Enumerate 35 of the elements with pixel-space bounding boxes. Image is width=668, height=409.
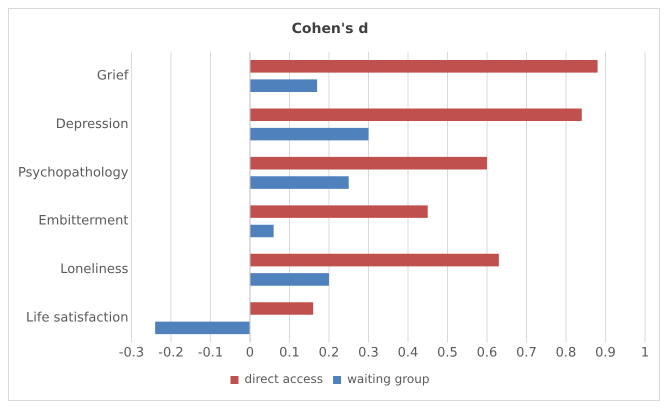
x-tick-label: 0.3	[358, 346, 379, 361]
y-tick-label: Loneliness	[60, 262, 129, 278]
y-tick-label: Depression	[56, 116, 128, 132]
x-tick-label: 0.6	[476, 346, 498, 361]
bar	[250, 254, 499, 266]
y-tick-label: Psychopathology	[18, 165, 129, 180]
bar	[250, 128, 368, 140]
x-tick-label: -0.3	[118, 346, 144, 361]
y-tick-label: Grief	[96, 68, 129, 84]
bar	[250, 176, 349, 189]
bar	[250, 156, 487, 170]
x-tick-label: 0.4	[398, 346, 418, 361]
y-tick-label: Embitterment	[38, 214, 128, 229]
x-tick-label: 0.5	[437, 346, 458, 361]
bar	[250, 79, 318, 92]
x-tick-label: -0.1	[198, 346, 224, 361]
x-tick-label: 0.7	[516, 346, 537, 361]
bar	[250, 302, 314, 315]
bar	[250, 205, 428, 218]
chart-title: Cohen's d	[292, 21, 368, 38]
bar	[250, 60, 598, 73]
x-tick-label: 0.8	[556, 346, 576, 361]
x-tick-label: 0.2	[318, 346, 340, 361]
x-tick-label: -0.2	[158, 346, 184, 361]
bar	[250, 273, 329, 286]
x-tick-label: 0.9	[595, 346, 616, 361]
y-tick-label: Life satisfaction	[26, 310, 128, 326]
legend-label: waiting group	[347, 372, 430, 386]
bar	[250, 108, 582, 122]
x-tick-label: 0	[246, 346, 254, 361]
x-tick-label: 0.1	[279, 346, 300, 361]
bar	[250, 224, 274, 238]
legend-label: direct access	[244, 372, 324, 386]
bar	[155, 322, 250, 334]
x-tick-label: 1	[640, 346, 650, 361]
